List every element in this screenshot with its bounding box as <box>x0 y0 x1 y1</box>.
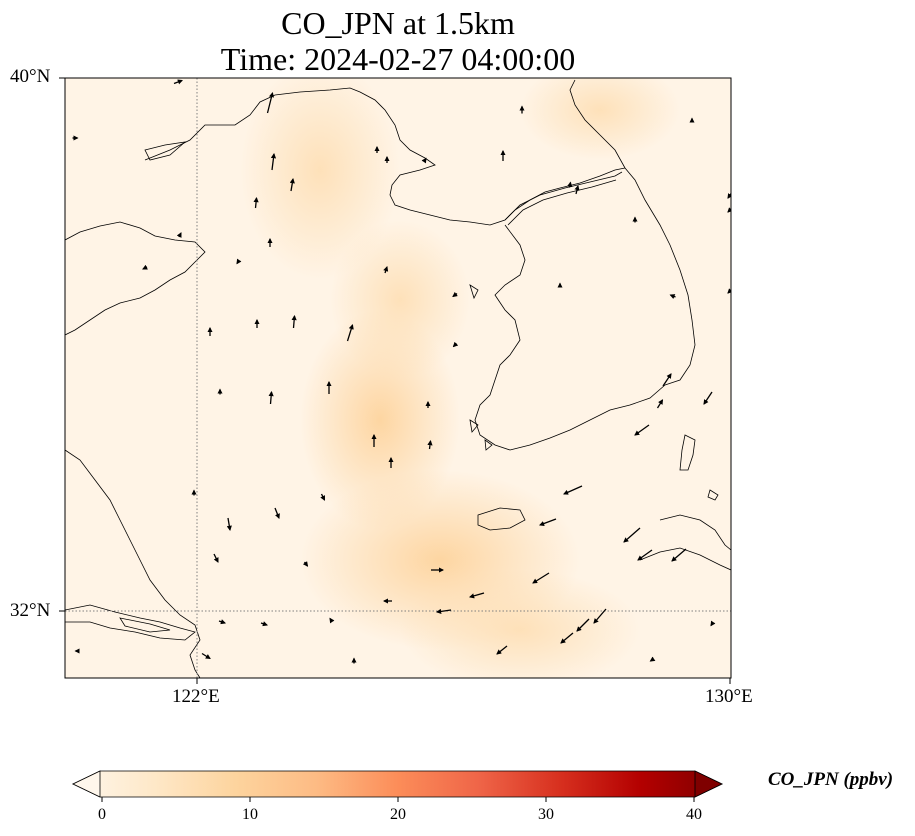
wind-arrow <box>201 652 211 660</box>
map-frame <box>64 77 732 679</box>
wind-arrow <box>302 561 309 567</box>
wind-arrow <box>291 314 297 329</box>
colorbar-tick-10: 10 <box>242 806 258 823</box>
wind-arrow <box>253 196 259 209</box>
wind-arrow <box>727 288 731 294</box>
wind-vectors <box>72 79 731 664</box>
wind-arrow <box>268 390 274 405</box>
wind-arrow <box>452 341 459 348</box>
colorbar-tick-40: 40 <box>686 806 702 823</box>
wind-arrow <box>236 258 242 265</box>
wind-arrow <box>563 485 583 495</box>
wind-arrow <box>727 207 731 213</box>
tick-marks <box>59 77 731 684</box>
coastlines <box>65 79 731 678</box>
wind-arrow <box>469 592 485 599</box>
co-field <box>65 78 731 678</box>
wind-arrow <box>574 184 580 195</box>
wind-arrow <box>329 617 335 624</box>
wind-arrow <box>656 399 664 409</box>
colorbar-tick-30: 30 <box>538 806 554 823</box>
wind-arrow <box>213 553 219 563</box>
gridlines <box>65 78 731 678</box>
wind-arrow <box>623 527 641 543</box>
wind-arrow <box>567 181 573 188</box>
wind-arrow <box>634 424 650 436</box>
wind-arrow <box>576 618 590 632</box>
wind-arrow <box>320 493 326 501</box>
wind-arrow <box>593 608 607 624</box>
lon-label-122e: 122°E <box>172 686 220 707</box>
colorbar-label: CO_JPN (ppbv) <box>768 769 894 790</box>
wind-arrow <box>496 645 508 655</box>
wind-arrow <box>421 157 427 164</box>
wind-arrow <box>671 548 687 562</box>
wind-arrow <box>662 373 672 387</box>
wind-arrow <box>226 517 232 532</box>
wind-arrow <box>289 177 295 192</box>
wind-arrow <box>649 656 656 662</box>
wind-arrow <box>176 232 182 238</box>
colorbar-tick-20: 20 <box>390 806 406 823</box>
wind-arrow <box>532 572 550 584</box>
plot-title: CO_JPN at 1.5km <box>281 5 515 41</box>
wind-arrow <box>266 91 275 114</box>
wind-arrow <box>560 632 574 644</box>
wind-arrow <box>383 266 389 274</box>
wind-arrow <box>452 291 458 298</box>
wind-arrow <box>260 621 268 627</box>
wind-arrow <box>427 439 433 450</box>
plot-subtitle: Time: 2024-02-27 04:00:00 <box>220 41 576 77</box>
wind-arrow <box>435 608 452 614</box>
wind-arrow <box>669 294 676 299</box>
wind-arrow <box>703 391 713 405</box>
wind-arrow <box>173 79 183 85</box>
lat-label-32n: 32°N <box>10 600 51 621</box>
wind-arrow <box>218 619 226 625</box>
lat-label-40n: 40°N <box>10 66 51 87</box>
wind-arrow <box>142 264 148 270</box>
wind-arrow <box>346 324 354 342</box>
wind-arrow <box>710 620 716 627</box>
wind-arrow <box>274 507 280 519</box>
colorbar <box>72 770 723 802</box>
wind-arrow <box>270 152 277 171</box>
colorbar-tick-0: 0 <box>98 806 106 823</box>
wind-arrow <box>727 192 731 199</box>
wind-arrow <box>539 518 557 526</box>
lon-label-130e: 130°E <box>705 686 753 707</box>
wind-arrow <box>637 549 653 561</box>
